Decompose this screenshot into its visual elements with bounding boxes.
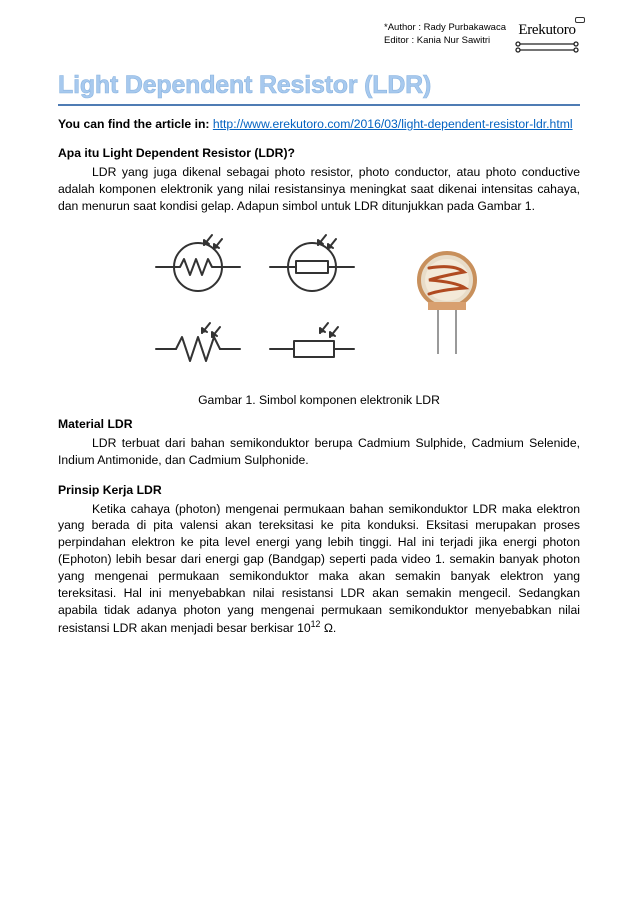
header-meta: *Author : Rady Purbakawaca Editor : Kani…: [384, 22, 506, 48]
figure: [58, 229, 580, 379]
logo-text: Erekutoro: [518, 22, 575, 39]
figure-caption: Gambar 1. Simbol komponen elektronik LDR: [58, 393, 580, 407]
article-link[interactable]: http://www.erekutoro.com/2016/03/light-d…: [213, 117, 573, 131]
section-heading-what: Apa itu Light Dependent Resistor (LDR)?: [58, 146, 580, 160]
section-body-what: LDR yang juga dikenal sebagai photo resi…: [58, 164, 580, 214]
section-heading-material: Material LDR: [58, 417, 580, 431]
logo: Erekutoro: [514, 22, 580, 53]
header: *Author : Rady Purbakawaca Editor : Kani…: [58, 22, 580, 53]
author-line: *Author : Rady Purbakawaca: [384, 22, 506, 35]
editor-line: Editor : Kania Nur Sawitri: [384, 35, 506, 48]
page-title: Light Dependent Resistor (LDR): [58, 71, 580, 106]
circuit-icon: [514, 41, 580, 53]
intro-paragraph: You can find the article in: http://www.…: [58, 116, 580, 132]
page: *Author : Rady Purbakawaca Editor : Kani…: [0, 0, 638, 681]
ldr-symbols: [148, 229, 368, 379]
section-body-material: LDR terbuat dari bahan semikonduktor ber…: [58, 435, 580, 469]
ldr-photo-icon: [404, 246, 490, 361]
section-body-principle: Ketika cahaya (photon) mengenai permukaa…: [58, 501, 580, 638]
section-heading-principle: Prinsip Kerja LDR: [58, 483, 580, 497]
intro-lead: You can find the article in:: [58, 117, 209, 131]
chip-icon: [575, 17, 585, 23]
